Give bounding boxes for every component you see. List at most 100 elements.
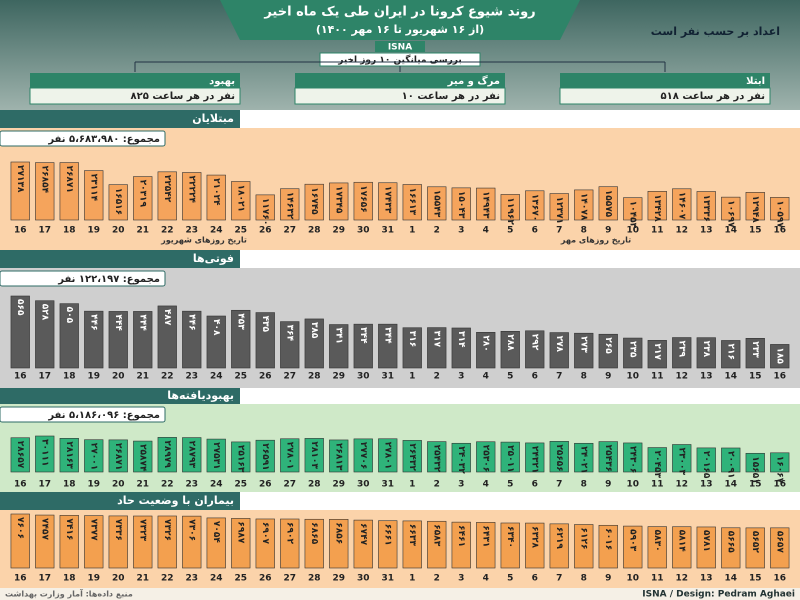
x-tick-label: 1 — [409, 226, 415, 236]
bar — [549, 332, 569, 369]
total: مجموع: ۵،۱۸۶،۰۹۶ نفر — [47, 410, 160, 421]
value-label: ۱۵۵۴۳ — [431, 190, 441, 218]
value-label: ۵۶۵۷ — [774, 531, 784, 553]
x-tick-label: 20 — [112, 372, 125, 382]
bar — [427, 441, 447, 473]
bar — [329, 324, 349, 369]
x-tick-label: 24 — [210, 372, 223, 382]
avg-value-box — [294, 87, 506, 105]
value-label: ۲۲۵۴۲ — [162, 175, 172, 203]
x-tick-label: 15 — [749, 372, 762, 382]
x-tick-label: 26 — [259, 480, 272, 490]
bar — [549, 523, 569, 569]
x-tick-label: 13 — [700, 226, 713, 236]
value-label: ۴۴۶ — [88, 314, 98, 330]
bar — [745, 452, 765, 473]
x-tick-label: 23 — [185, 574, 198, 584]
x-tick-label: 18 — [63, 574, 76, 584]
x-tick-label: 14 — [724, 226, 737, 236]
avg-value-box — [29, 87, 241, 105]
bar — [304, 183, 324, 221]
bar — [353, 323, 373, 369]
x-tick-label: 11 — [651, 574, 664, 584]
value-label: ۲۰۱۶۵ — [701, 451, 711, 479]
bar — [133, 311, 153, 369]
bar — [182, 437, 202, 473]
value-label: ۱۶۵۱۶ — [113, 188, 123, 215]
value-label: ۲۳۰۰۳ — [676, 447, 686, 475]
bar — [84, 515, 104, 569]
value-label: ۲۸۱۰۳ — [309, 441, 319, 469]
x-tick-label: 19 — [87, 574, 100, 584]
value-label: ۲۰۰۹۱ — [725, 451, 735, 478]
bar — [133, 515, 153, 569]
source: منبع داده‌ها: آمار وزارت بهداشت — [5, 589, 133, 599]
bar — [770, 344, 790, 369]
x-tick-label: 9 — [605, 480, 611, 490]
value-label: ۴۳۵ — [260, 316, 270, 333]
x-tick-label: 2 — [434, 372, 440, 382]
section-tab — [0, 492, 240, 510]
value-label: ۲۴۰۳۲ — [456, 446, 466, 474]
bar — [623, 197, 643, 221]
x-tick-label: 14 — [724, 574, 737, 584]
value-label: ۴۵۳ — [235, 313, 245, 330]
bar — [525, 522, 545, 569]
x-tick-label: 30 — [357, 480, 370, 490]
bar — [500, 194, 520, 221]
x-tick-label: 31 — [381, 226, 394, 236]
value-label: ۷۶۰۶ — [15, 517, 25, 539]
x-tick-label: 10 — [626, 574, 639, 584]
value-label: ۴۰۸ — [211, 319, 221, 336]
x-tick-label: 14 — [724, 480, 737, 490]
value-label: ۲۷۸ — [554, 336, 564, 353]
x-tick-label: 11 — [651, 480, 664, 490]
bar — [598, 186, 618, 221]
value-label: ۱۶۶۱۳ — [407, 187, 417, 215]
x-tick-label: 22 — [161, 574, 174, 584]
bar — [157, 171, 177, 221]
value-label: ۲۱۶ — [725, 343, 735, 359]
x-tick-label: 25 — [234, 480, 247, 490]
value-label: ۶۸۶۵ — [309, 522, 319, 544]
bar — [280, 518, 300, 569]
x-tick-label: 1 — [409, 372, 415, 382]
x-tick-label: 5 — [507, 372, 513, 382]
x-tick-label: 16 — [14, 372, 27, 382]
bar — [598, 441, 618, 473]
section-tab — [0, 388, 240, 404]
x-tick-label: 23 — [185, 226, 198, 236]
value-label: ۶۹۸۷ — [235, 521, 245, 543]
x-tick-label: 18 — [63, 372, 76, 382]
x-tick-label: 9 — [605, 574, 611, 584]
value-label: ۱۴۶۰۷ — [676, 192, 686, 220]
value-label: ۲۸۶۵۷ — [15, 441, 25, 469]
value-label: ۲۲۲۲۴ — [186, 176, 196, 204]
value-label: ۶۹۰۷ — [260, 522, 270, 544]
value-label: ۲۵۸۷۴ — [137, 444, 147, 472]
value-label: ۳۶۴ — [284, 325, 294, 342]
bar — [182, 310, 202, 369]
title-banner — [220, 0, 580, 40]
value-label: ۳۱۴ — [456, 331, 466, 348]
value-label: ۵۰۵ — [64, 307, 74, 324]
value-label: ۶۸۵۶ — [333, 522, 343, 544]
connector — [134, 61, 666, 72]
value-label: ۱۳۶۷۰ — [529, 194, 539, 221]
x-tick-label: 22 — [161, 226, 174, 236]
bar — [745, 527, 765, 569]
section-title: مبتلایان — [192, 112, 234, 125]
value-label: ۲۵۳۰۶ — [480, 445, 490, 472]
bar — [672, 188, 692, 221]
value-label: ۴۸۷ — [162, 309, 172, 326]
value-label: ۳۱۶ — [407, 331, 417, 347]
x-tick-label: 6 — [532, 372, 538, 382]
x-tick-label: 8 — [581, 480, 587, 490]
bar — [84, 170, 104, 221]
value-label: ۲۳۸ — [701, 341, 711, 358]
x-tick-label: 28 — [308, 226, 321, 236]
x-tick-label: 20 — [112, 574, 125, 584]
brand: ISNA — [388, 43, 412, 53]
x-tick-label: 16 — [14, 480, 27, 490]
value-label: ۱۲۳۷۱ — [554, 197, 564, 224]
